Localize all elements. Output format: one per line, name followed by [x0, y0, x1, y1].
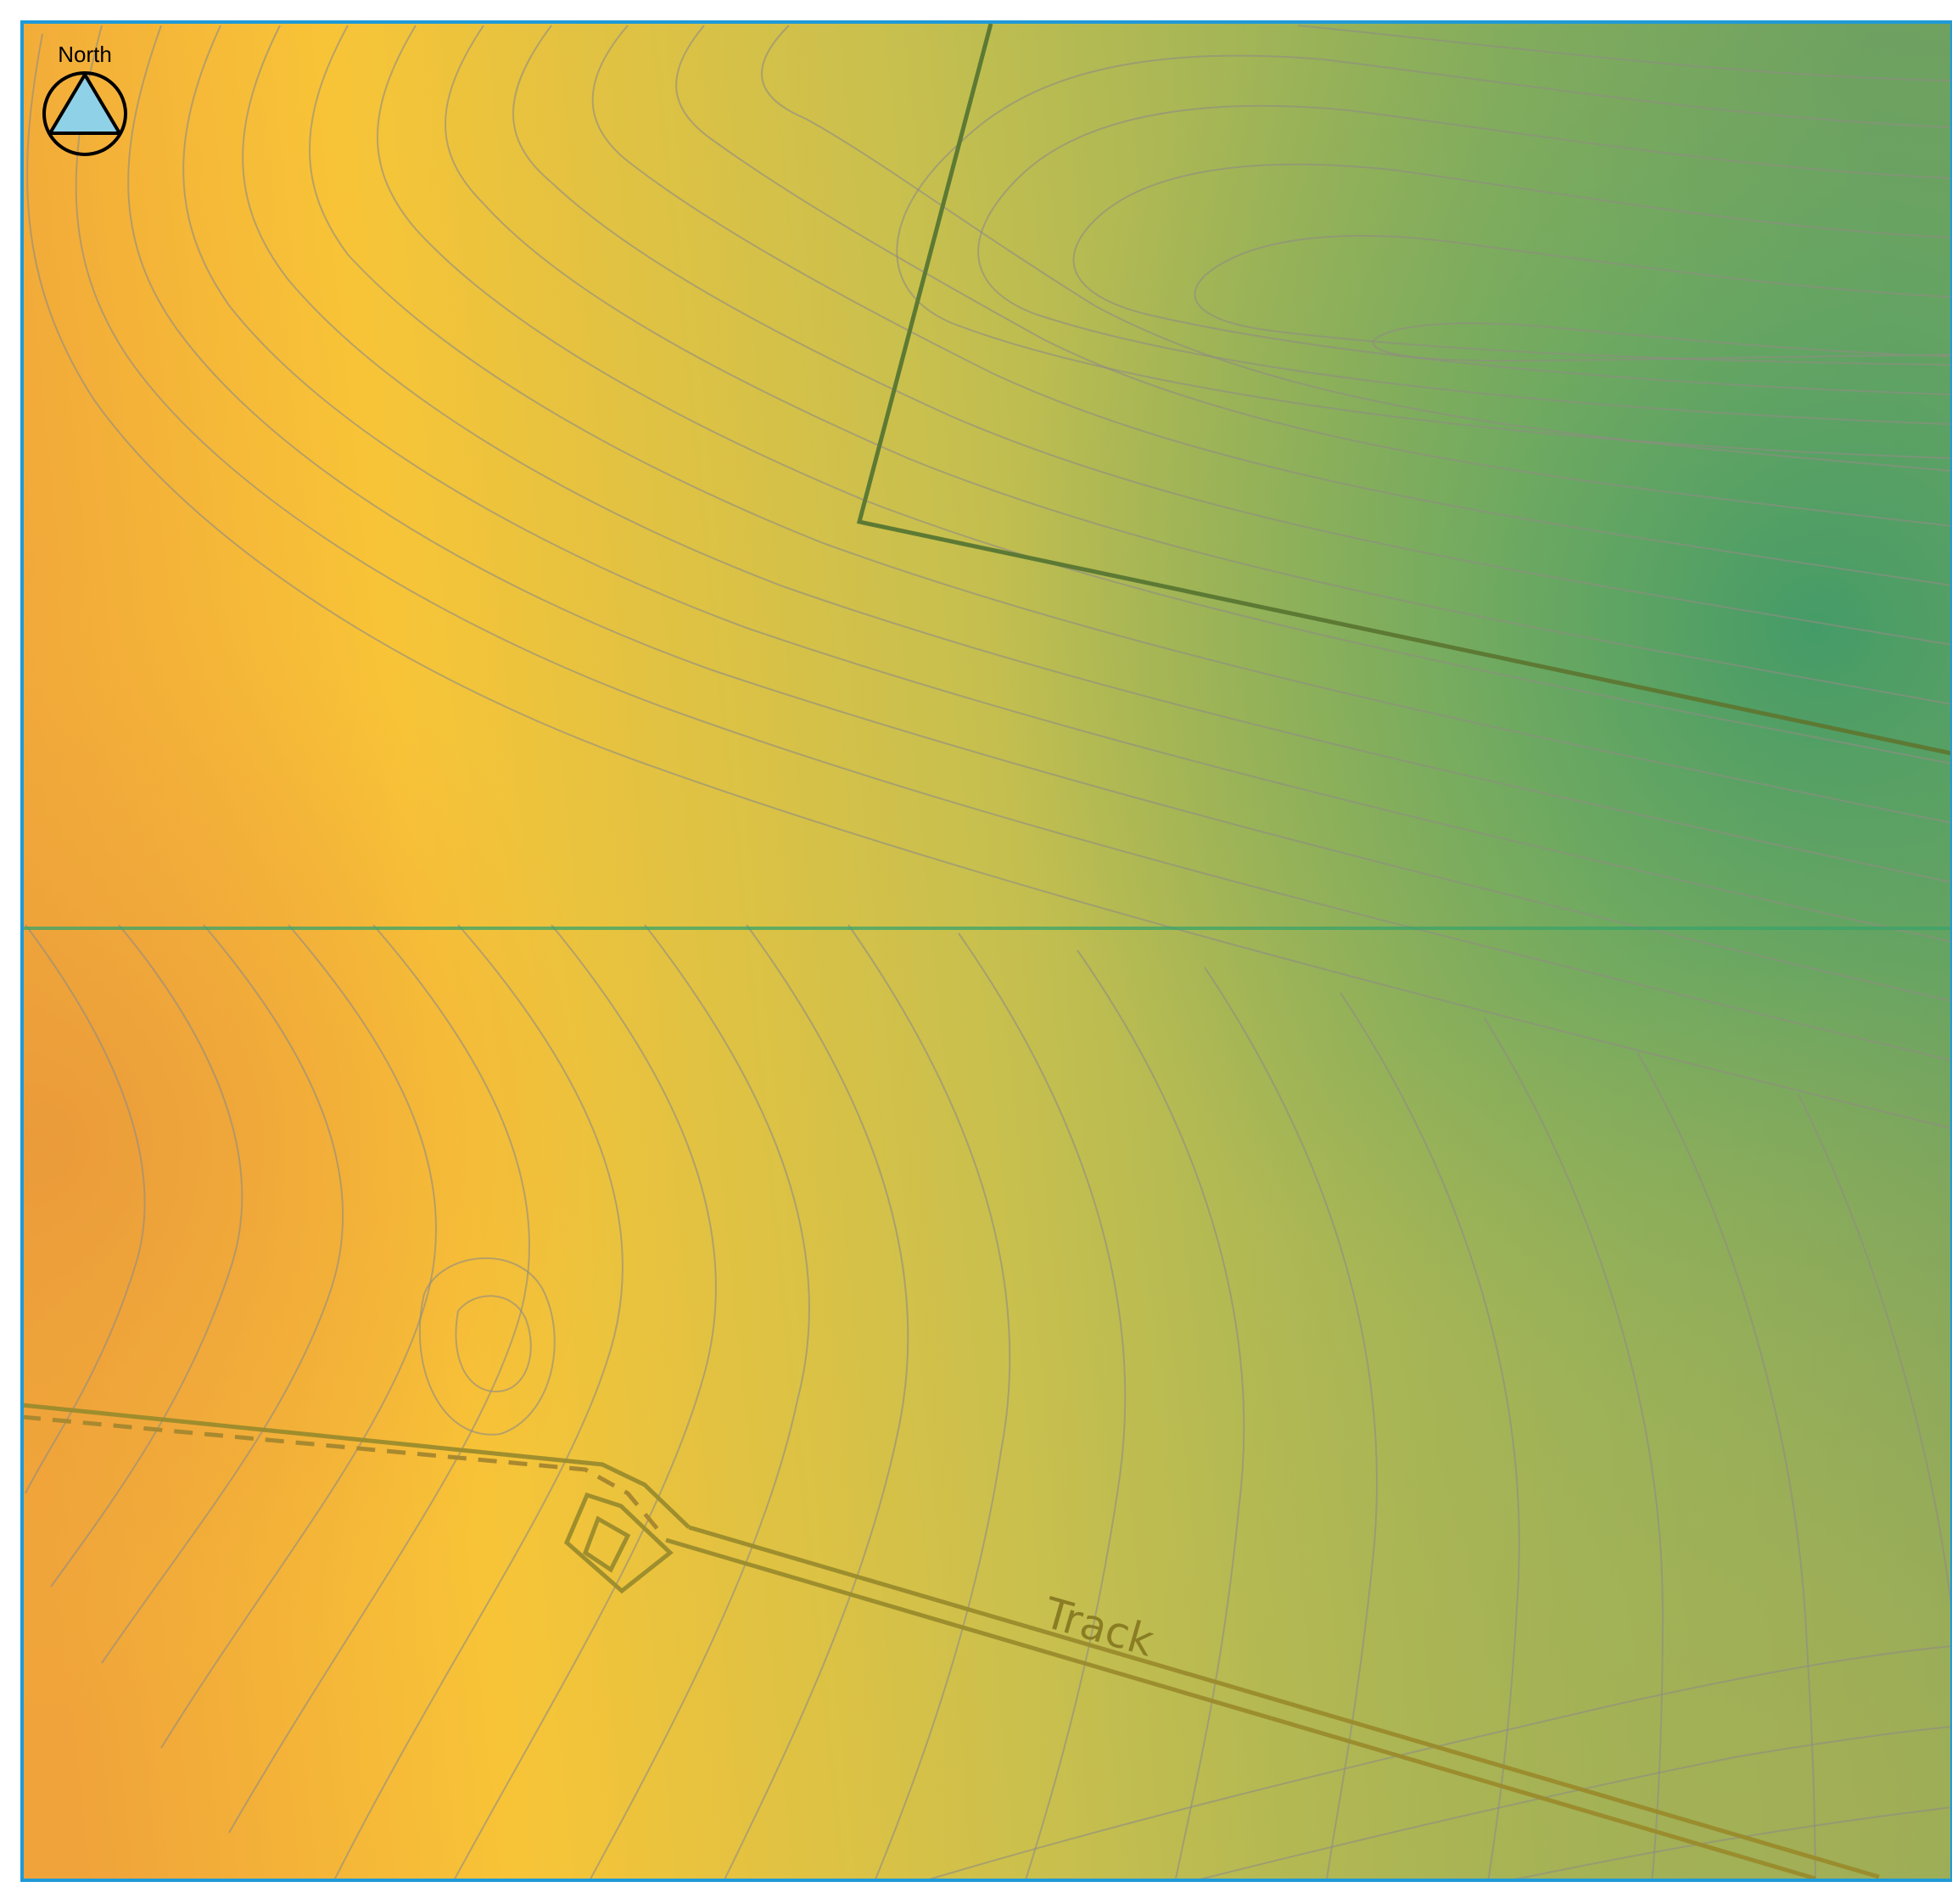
north-label: North — [58, 42, 112, 67]
north-arrow-icon — [48, 73, 121, 135]
north-arrow: North — [42, 42, 127, 156]
track — [22, 1403, 1880, 1880]
contour-lines — [25, 25, 1952, 1880]
map-frame — [20, 20, 1952, 1882]
parcel-boundary — [856, 23, 1952, 756]
